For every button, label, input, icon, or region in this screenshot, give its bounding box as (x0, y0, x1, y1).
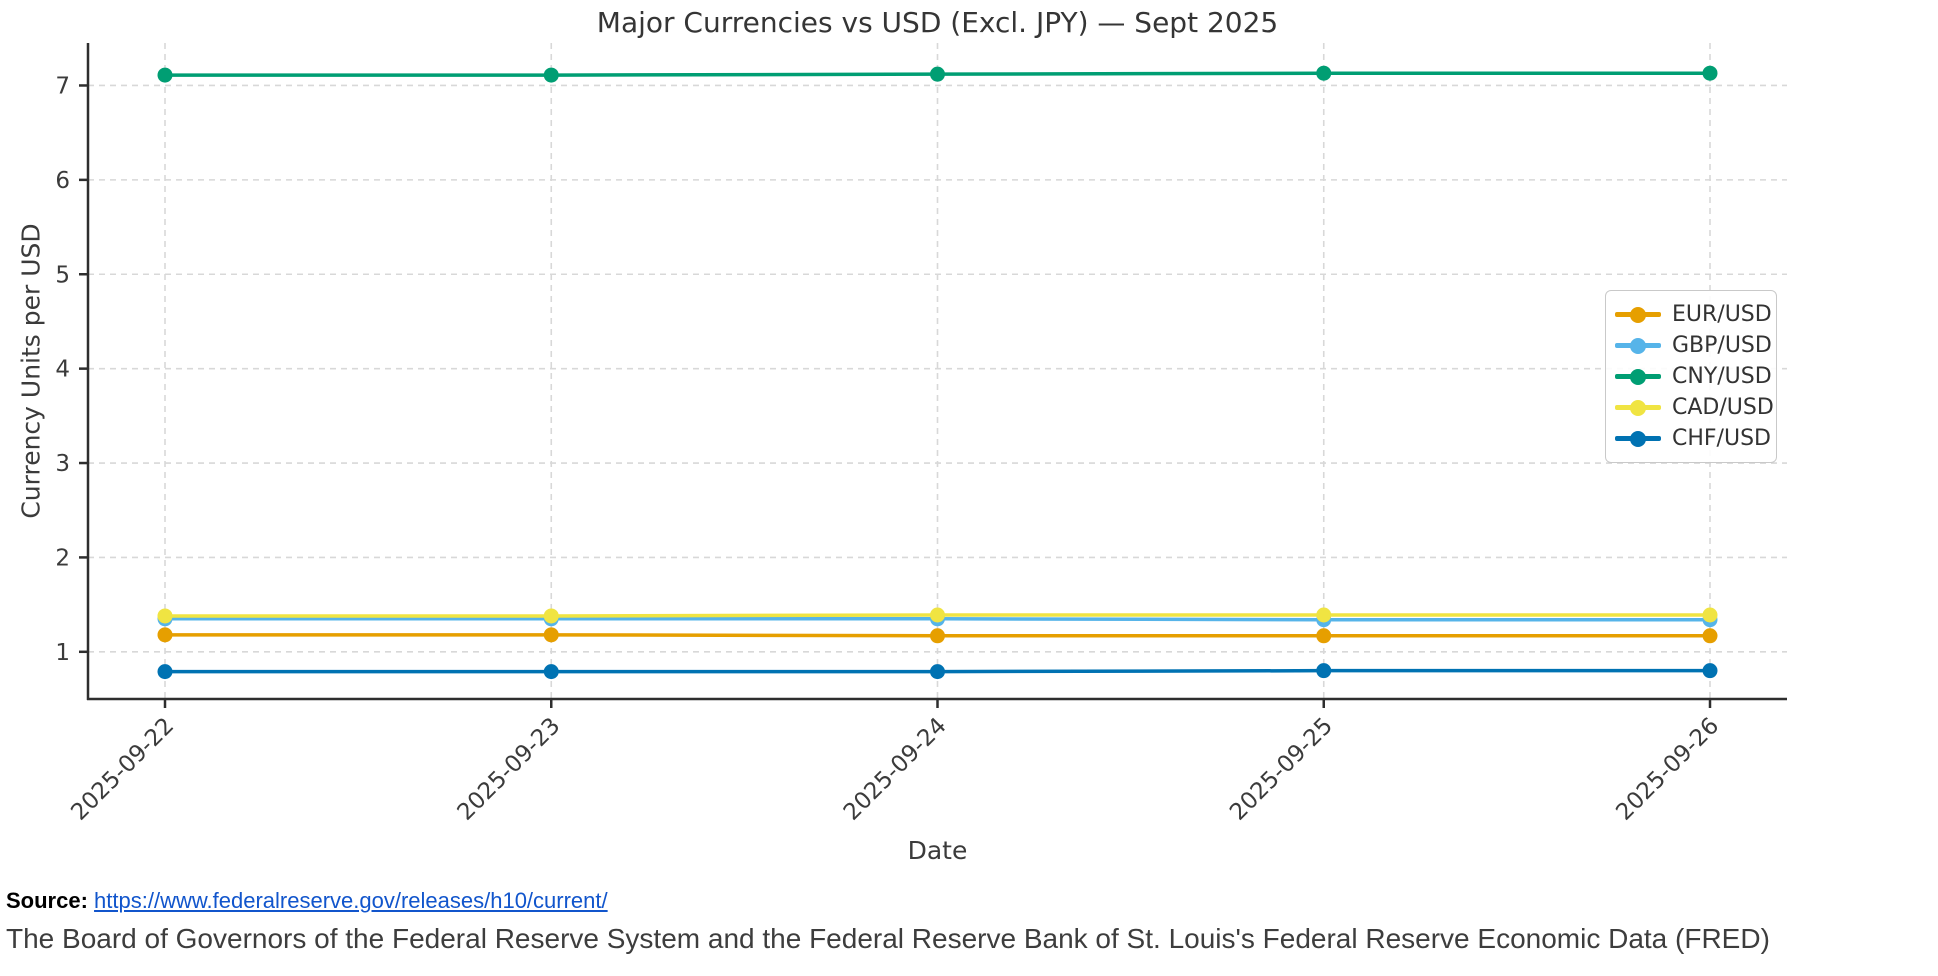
attribution-text: The Board of Governors of the Federal Re… (6, 923, 1770, 954)
x-axis-title: Date (907, 836, 968, 865)
y-tick-label: 1 (55, 640, 70, 666)
y-tick-label: 5 (55, 262, 70, 288)
legend-item-eur-usd: EUR/USD (1615, 299, 1772, 330)
legend-label-cad-usd: CAD/USD (1672, 395, 1774, 420)
data-point-cny-usd (930, 66, 945, 82)
source-link[interactable]: https://www.federalreserve.gov/releases/… (94, 888, 608, 913)
line-chart-canvas: 1 2 3 4 5 6 7 2025-09-22 2025-09-23 2025-09-24 202… (55, 43, 1787, 826)
data-point-eur-usd (930, 628, 945, 644)
source-label: Source: (6, 888, 88, 913)
y-tick-label: 4 (55, 357, 70, 383)
data-point-cny-usd (1702, 65, 1718, 81)
data-point-eur-usd (543, 627, 559, 643)
y-tick-label: 2 (55, 545, 70, 571)
data-point-chf-usd (157, 664, 173, 680)
data-point-cny-usd (543, 67, 559, 83)
data-point-eur-usd (1702, 628, 1718, 644)
source-line: Source: https://www.federalreserve.gov/r… (6, 888, 1936, 914)
legend-item-cny-usd: CNY/USD (1615, 361, 1772, 392)
data-point-chf-usd (1316, 663, 1332, 679)
data-point-cad-usd (1316, 607, 1332, 623)
x-tick-label: 2025-09-25 (1225, 713, 1338, 826)
data-point-chf-usd (930, 664, 945, 680)
data-point-cad-usd (930, 607, 945, 623)
data-point-cad-usd (157, 608, 173, 624)
data-point-cny-usd (157, 67, 173, 83)
data-point-eur-usd (1316, 628, 1332, 644)
y-tick-label: 7 (55, 73, 70, 99)
y-axis-title: Currency Units per USD (16, 223, 46, 519)
legend-label-chf-usd: CHF/USD (1672, 426, 1771, 451)
data-point-cny-usd (1316, 65, 1332, 81)
legend-label-gbp-usd: GBP/USD (1672, 333, 1772, 358)
legend-label-eur-usd: EUR/USD (1672, 302, 1772, 327)
chart-legend: EUR/USD GBP/USD CNY/USD CAD/USD CHF/USD (1605, 290, 1777, 463)
legend-label-cny-usd: CNY/USD (1672, 364, 1772, 389)
chart-title: Major Currencies vs USD (Excl. JPY) — Se… (596, 6, 1279, 39)
legend-item-gbp-usd: GBP/USD (1615, 330, 1772, 361)
data-point-chf-usd (1702, 663, 1718, 679)
data-point-chf-usd (543, 664, 559, 680)
legend-marker-gbp-usd (1615, 337, 1661, 354)
legend-item-chf-usd: CHF/USD (1615, 423, 1771, 454)
legend-marker-chf-usd (1615, 430, 1661, 447)
data-point-cad-usd (543, 608, 559, 624)
legend-item-cad-usd: CAD/USD (1615, 392, 1774, 423)
y-tick-label: 3 (55, 451, 70, 477)
x-tick-label: 2025-09-26 (1611, 713, 1724, 826)
x-tick-label: 2025-09-24 (839, 713, 952, 826)
chart-caption: Source: https://www.federalreserve.gov/r… (6, 888, 1936, 955)
legend-marker-eur-usd (1615, 306, 1661, 323)
y-tick-label: 6 (55, 168, 70, 194)
x-tick-label: 2025-09-22 (66, 713, 179, 826)
legend-marker-cny-usd (1615, 368, 1661, 385)
x-tick-label: 2025-09-23 (453, 713, 566, 826)
data-point-eur-usd (157, 627, 173, 643)
legend-marker-cad-usd (1615, 399, 1661, 416)
data-point-cad-usd (1702, 607, 1718, 623)
